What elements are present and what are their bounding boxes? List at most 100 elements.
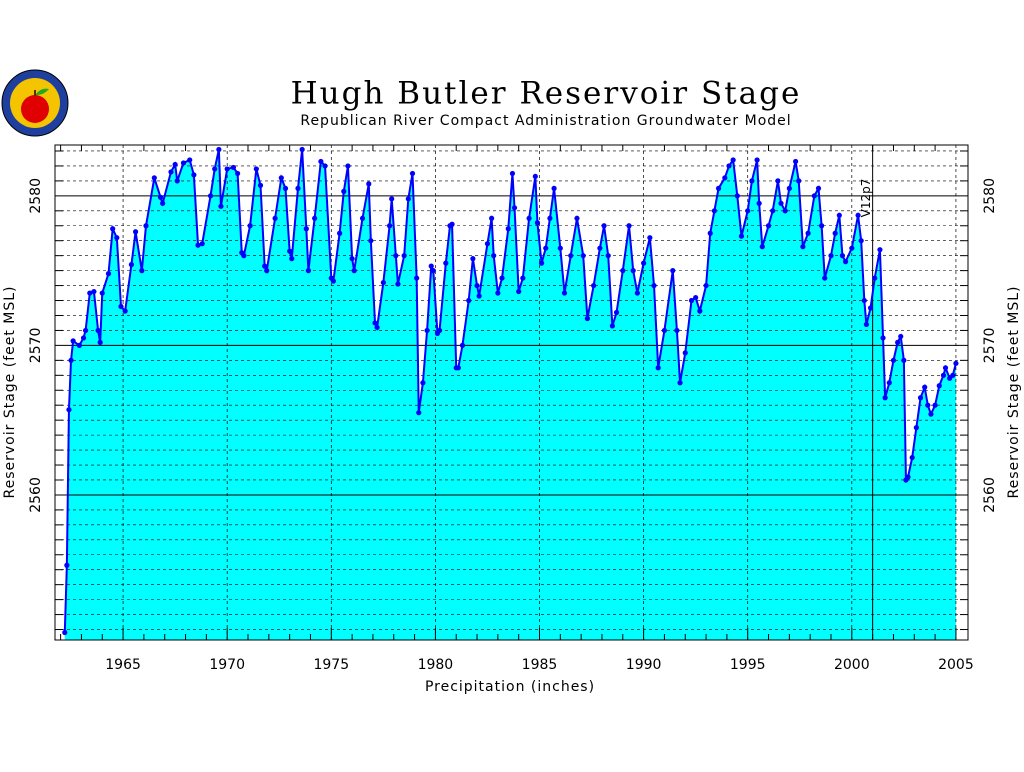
data-point — [70, 338, 76, 344]
data-point — [925, 402, 931, 408]
data-point — [898, 333, 904, 340]
data-point — [863, 321, 869, 328]
data-point — [520, 275, 526, 281]
data-point — [303, 226, 309, 232]
data-point — [253, 166, 259, 172]
data-point — [526, 215, 532, 221]
data-point — [601, 223, 607, 229]
data-point — [389, 196, 395, 202]
data-point — [532, 173, 538, 180]
data-point — [262, 263, 268, 269]
data-point — [409, 170, 416, 177]
data-point — [80, 335, 87, 341]
data-point — [414, 275, 420, 281]
data-point — [609, 323, 615, 329]
data-point — [416, 410, 422, 416]
data-point — [110, 226, 116, 232]
data-point — [703, 282, 709, 289]
chart-title: Hugh Butler Reservoir Stage — [291, 76, 802, 112]
data-point — [207, 193, 214, 199]
data-point — [157, 194, 164, 200]
data-point — [305, 268, 311, 274]
data-point — [395, 281, 401, 287]
data-point — [597, 245, 603, 251]
data-point — [459, 342, 466, 348]
data-point — [449, 221, 455, 227]
data-point — [872, 275, 878, 281]
chart-subtitle: Republican River Compact Administration … — [300, 113, 791, 129]
data-point — [561, 290, 568, 296]
data-point — [855, 212, 861, 218]
data-point — [380, 279, 386, 286]
data-point — [738, 233, 745, 239]
data-point — [626, 223, 632, 229]
data-point — [272, 215, 278, 221]
data-point — [634, 290, 640, 296]
data-point — [91, 288, 97, 295]
x-tick-label: 1995 — [730, 657, 766, 673]
data-point — [241, 253, 247, 259]
data-point — [734, 193, 740, 199]
data-point — [230, 164, 237, 171]
data-point — [940, 372, 947, 378]
data-point — [782, 208, 788, 214]
data-point — [374, 324, 380, 331]
data-point — [187, 157, 193, 163]
data-point — [174, 178, 180, 184]
data-point — [819, 223, 825, 229]
data-point — [715, 185, 722, 191]
data-point — [770, 208, 776, 214]
data-point — [605, 253, 611, 259]
data-point — [428, 263, 434, 269]
data-point — [235, 170, 241, 177]
data-point — [476, 293, 482, 299]
data-point — [822, 275, 828, 281]
data-point — [516, 288, 522, 295]
data-point — [386, 223, 393, 229]
data-point — [880, 335, 886, 341]
data-point — [591, 282, 597, 289]
data-point — [299, 146, 305, 153]
data-point — [796, 178, 802, 184]
data-point — [805, 230, 811, 236]
data-point — [366, 181, 372, 187]
data-point — [199, 241, 205, 247]
data-point — [474, 282, 480, 289]
data-point — [836, 212, 842, 218]
data-point — [547, 215, 553, 221]
data-point — [470, 256, 476, 262]
data-point — [909, 454, 915, 461]
y2-axis-label: Reservoir Stage (feet MSL) — [1006, 285, 1022, 498]
data-point — [655, 365, 661, 371]
data-point — [584, 315, 590, 322]
data-point — [932, 402, 938, 408]
data-point — [511, 205, 518, 211]
data-point — [786, 185, 792, 191]
x-tick-label: 1985 — [522, 657, 558, 673]
data-point — [322, 163, 328, 169]
data-point — [677, 380, 683, 386]
data-point — [842, 259, 849, 265]
data-point — [551, 185, 557, 191]
data-point — [936, 383, 942, 389]
data-point — [745, 208, 751, 214]
data-point — [257, 182, 264, 188]
data-point — [722, 175, 728, 181]
data-point — [68, 357, 74, 363]
data-point — [895, 339, 901, 346]
x-axis-label: Precipitation (inches) — [425, 679, 595, 695]
data-point — [359, 215, 366, 221]
data-point — [443, 260, 449, 266]
y-axis-label: Reservoir Stage (feet MSL) — [2, 285, 18, 498]
data-point — [828, 253, 834, 259]
data-point — [613, 309, 620, 316]
x-tick-label: 1975 — [313, 657, 349, 673]
data-point — [509, 170, 516, 177]
x-tick-label: 1970 — [209, 657, 245, 673]
data-point — [345, 163, 351, 169]
data-point — [64, 562, 70, 568]
y2-tick-label: 2570 — [982, 328, 998, 364]
data-point — [160, 200, 166, 206]
data-point — [484, 241, 491, 247]
